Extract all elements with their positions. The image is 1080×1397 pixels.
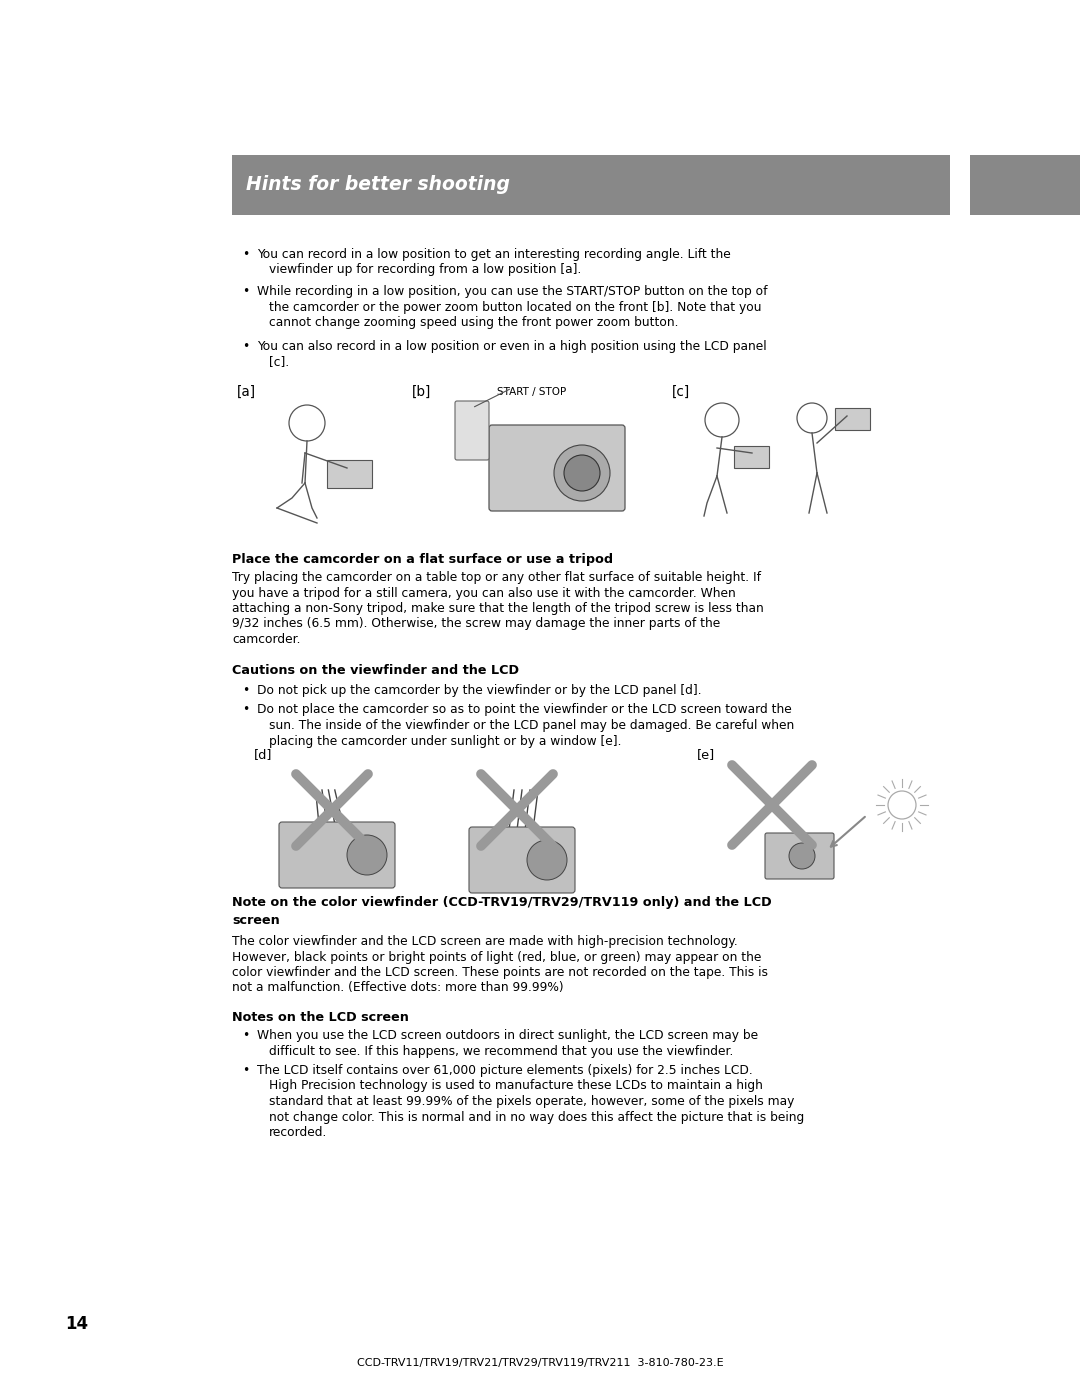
- Circle shape: [564, 455, 600, 490]
- Text: color viewfinder and the LCD screen. These points are not recorded on the tape. : color viewfinder and the LCD screen. The…: [232, 965, 768, 979]
- Text: The color viewfinder and the LCD screen are made with high-precision technology.: The color viewfinder and the LCD screen …: [232, 935, 738, 949]
- Text: the camcorder or the power zoom button located on the front [b]. Note that you: the camcorder or the power zoom button l…: [269, 300, 761, 313]
- Text: Note on the color viewfinder (CCD-TRV19/TRV29/TRV119 only) and the LCD: Note on the color viewfinder (CCD-TRV19/…: [232, 895, 771, 909]
- FancyBboxPatch shape: [469, 827, 575, 893]
- Text: screen: screen: [232, 914, 280, 926]
- Text: not a malfunction. (Effective dots: more than 99.99%): not a malfunction. (Effective dots: more…: [232, 982, 564, 995]
- Text: •: •: [242, 249, 249, 261]
- Bar: [327, 460, 372, 488]
- Text: Cautions on the viewfinder and the LCD: Cautions on the viewfinder and the LCD: [232, 664, 519, 678]
- Text: START / STOP: START / STOP: [497, 387, 566, 397]
- Text: Place the camcorder on a flat surface or use a tripod: Place the camcorder on a flat surface or…: [232, 553, 613, 566]
- Text: Hints for better shooting: Hints for better shooting: [246, 176, 510, 194]
- Text: viewfinder up for recording from a low position [a].: viewfinder up for recording from a low p…: [269, 264, 581, 277]
- FancyBboxPatch shape: [489, 425, 625, 511]
- Text: •: •: [242, 1030, 249, 1042]
- Text: [d]: [d]: [254, 747, 272, 761]
- Text: [a]: [a]: [237, 386, 256, 400]
- Text: you have a tripod for a still camera, you can also use it with the camcorder. Wh: you have a tripod for a still camera, yo…: [232, 587, 735, 599]
- Circle shape: [888, 791, 916, 819]
- Text: standard that at least 99.99% of the pixels operate, however, some of the pixels: standard that at least 99.99% of the pix…: [269, 1095, 795, 1108]
- Text: sun. The inside of the viewfinder or the LCD panel may be damaged. Be careful wh: sun. The inside of the viewfinder or the…: [269, 719, 794, 732]
- Text: •: •: [242, 285, 249, 298]
- Bar: [835, 408, 870, 430]
- Text: You can record in a low position to get an interesting recording angle. Lift the: You can record in a low position to get …: [257, 249, 731, 261]
- Text: Try placing the camcorder on a table top or any other flat surface of suitable h: Try placing the camcorder on a table top…: [232, 571, 761, 584]
- Circle shape: [789, 842, 815, 869]
- Bar: [734, 446, 769, 468]
- Text: [b]: [b]: [411, 386, 431, 400]
- Circle shape: [527, 840, 567, 880]
- Text: [c].: [c].: [269, 355, 289, 369]
- Text: attaching a non-Sony tripod, make sure that the length of the tripod screw is le: attaching a non-Sony tripod, make sure t…: [232, 602, 764, 615]
- Text: You can also record in a low position or even in a high position using the LCD p: You can also record in a low position or…: [257, 339, 767, 353]
- Bar: [970, 155, 1080, 215]
- Text: •: •: [242, 685, 249, 697]
- Text: However, black points or bright points of light (red, blue, or green) may appear: However, black points or bright points o…: [232, 950, 761, 964]
- Text: CCD-TRV11/TRV19/TRV21/TRV29/TRV119/TRV211  3-810-780-23.E: CCD-TRV11/TRV19/TRV21/TRV29/TRV119/TRV21…: [356, 1358, 724, 1368]
- Text: camcorder.: camcorder.: [232, 633, 300, 645]
- Text: •: •: [242, 704, 249, 717]
- Text: Notes on the LCD screen: Notes on the LCD screen: [232, 1011, 409, 1024]
- Text: High Precision technology is used to manufacture these LCDs to maintain a high: High Precision technology is used to man…: [269, 1080, 762, 1092]
- Text: Do not pick up the camcorder by the viewfinder or by the LCD panel [d].: Do not pick up the camcorder by the view…: [257, 685, 702, 697]
- Text: While recording in a low position, you can use the START/STOP button on the top : While recording in a low position, you c…: [257, 285, 768, 298]
- Text: not change color. This is normal and in no way does this affect the picture that: not change color. This is normal and in …: [269, 1111, 805, 1123]
- Text: recorded.: recorded.: [269, 1126, 327, 1139]
- Circle shape: [347, 835, 387, 875]
- Text: [e]: [e]: [697, 747, 715, 761]
- FancyBboxPatch shape: [279, 821, 395, 888]
- Text: cannot change zooming speed using the front power zoom button.: cannot change zooming speed using the fr…: [269, 316, 678, 330]
- FancyBboxPatch shape: [765, 833, 834, 879]
- Circle shape: [554, 446, 610, 502]
- Text: 9/32 inches (6.5 mm). Otherwise, the screw may damage the inner parts of the: 9/32 inches (6.5 mm). Otherwise, the scr…: [232, 617, 720, 630]
- Bar: [232, 155, 950, 215]
- FancyBboxPatch shape: [455, 401, 489, 460]
- Text: 14: 14: [65, 1315, 89, 1333]
- Text: difficult to see. If this happens, we recommend that you use the viewfinder.: difficult to see. If this happens, we re…: [269, 1045, 733, 1058]
- Text: The LCD itself contains over 61,000 picture elements (pixels) for 2.5 inches LCD: The LCD itself contains over 61,000 pict…: [257, 1065, 753, 1077]
- Text: placing the camcorder under sunlight or by a window [e].: placing the camcorder under sunlight or …: [269, 735, 621, 747]
- Text: •: •: [242, 1065, 249, 1077]
- Text: •: •: [242, 339, 249, 353]
- Text: Do not place the camcorder so as to point the viewfinder or the LCD screen towar: Do not place the camcorder so as to poin…: [257, 704, 792, 717]
- Text: When you use the LCD screen outdoors in direct sunlight, the LCD screen may be: When you use the LCD screen outdoors in …: [257, 1030, 758, 1042]
- Text: [c]: [c]: [672, 386, 690, 400]
